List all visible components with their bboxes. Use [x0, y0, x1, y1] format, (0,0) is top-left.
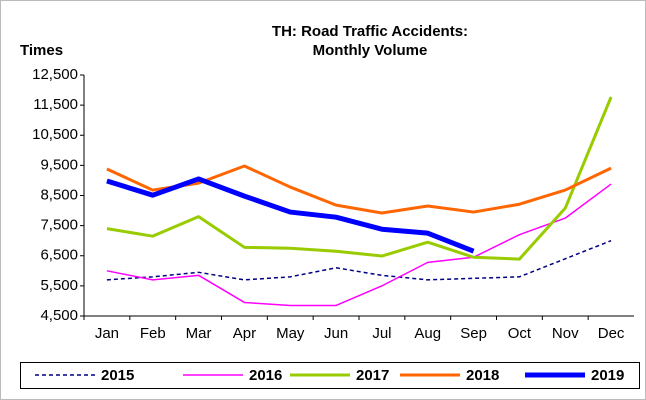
series-line: [106, 164, 612, 215]
x-tick-label: Dec: [598, 325, 625, 342]
y-tick-label: 4,500: [40, 307, 78, 324]
x-tick-label: Nov: [552, 325, 579, 342]
y-tick-label: 5,500: [40, 277, 78, 294]
legend-label: 2015: [101, 367, 134, 384]
x-tick-label: Oct: [508, 325, 532, 342]
legend-label: 2018: [466, 367, 499, 384]
legend-box: [20, 362, 640, 389]
legend-label: 2017: [356, 367, 389, 384]
x-tick-label: Jun: [324, 325, 348, 342]
legend-label: 2019: [591, 367, 624, 384]
x-tick-label: Feb: [140, 325, 166, 342]
x-tick-label: Apr: [233, 325, 256, 342]
x-tick-label: Sep: [460, 325, 487, 342]
x-tick-label: Jan: [95, 325, 119, 342]
series-line: [106, 96, 613, 261]
x-tick-label: May: [276, 325, 305, 342]
series-line: [106, 176, 475, 254]
x-tick-label: Mar: [186, 325, 212, 342]
y-axis-label: Times: [20, 42, 63, 59]
y-tick-label: 9,500: [40, 156, 78, 173]
x-tick-label: Jul: [372, 325, 391, 342]
y-tick-label: 6,500: [40, 247, 78, 264]
series-line: [106, 183, 612, 307]
y-tick-label: 12,500: [32, 66, 78, 83]
y-tick-label: 11,500: [33, 96, 78, 113]
legend-label: 2016: [249, 367, 282, 384]
y-tick-label: 8,500: [40, 186, 78, 203]
series-line: [106, 239, 612, 281]
x-tick-label: Aug: [414, 325, 441, 342]
y-tick-label: 7,500: [40, 217, 78, 234]
chart-title: Monthly Volume: [313, 42, 428, 59]
y-tick-label: 10,500: [32, 126, 78, 143]
chart-title: TH: Road Traffic Accidents:: [272, 23, 468, 40]
